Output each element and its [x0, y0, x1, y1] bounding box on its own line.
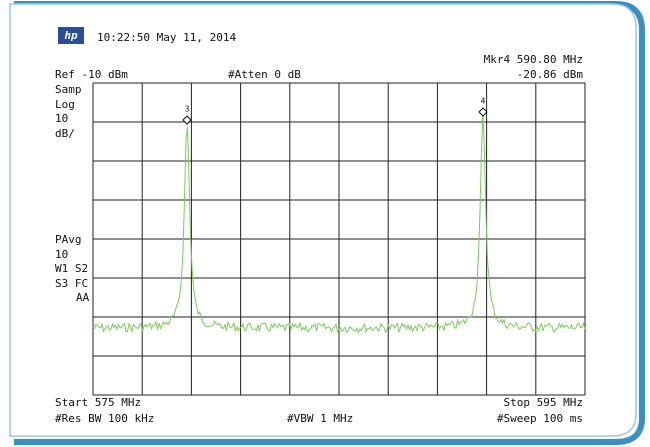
- logo: hp: [64, 29, 78, 42]
- left-label: Samp: [55, 83, 82, 96]
- marker-diamond: [182, 115, 192, 125]
- left-label: dB/: [55, 127, 75, 140]
- vbw: #VBW 1 MHz: [287, 412, 353, 425]
- marker-label: 3: [185, 105, 190, 114]
- stop-freq: Stop 595 MHz: [504, 396, 583, 409]
- attenuation: #Atten 0 dB: [228, 68, 301, 81]
- left-label: 10: [55, 112, 68, 125]
- left-label: AA: [76, 291, 90, 304]
- sweep: #Sweep 100 ms: [497, 412, 583, 425]
- left-label: 10: [55, 248, 68, 261]
- marker-readout: Mkr4 590.80 MHz: [484, 53, 583, 66]
- frame: [14, 1, 645, 445]
- logo-box: [58, 27, 84, 44]
- reference: Ref -10 dBm: [55, 68, 128, 81]
- left-label: W1 S2: [55, 262, 88, 275]
- marker-label: 4: [481, 97, 486, 106]
- start-freq: Start 575 MHz: [55, 396, 141, 409]
- marker-diamond: [478, 107, 488, 117]
- left-label: PAvg: [55, 233, 82, 246]
- timestamp: 10:22:50 May 11, 2014: [97, 31, 236, 44]
- marker-level: -20.86 dBm: [517, 68, 584, 81]
- trace: [92, 111, 586, 334]
- left-label: Log: [55, 98, 75, 111]
- left-label: S3 FC: [55, 277, 88, 290]
- rbw: #Res BW 100 kHz: [55, 412, 154, 425]
